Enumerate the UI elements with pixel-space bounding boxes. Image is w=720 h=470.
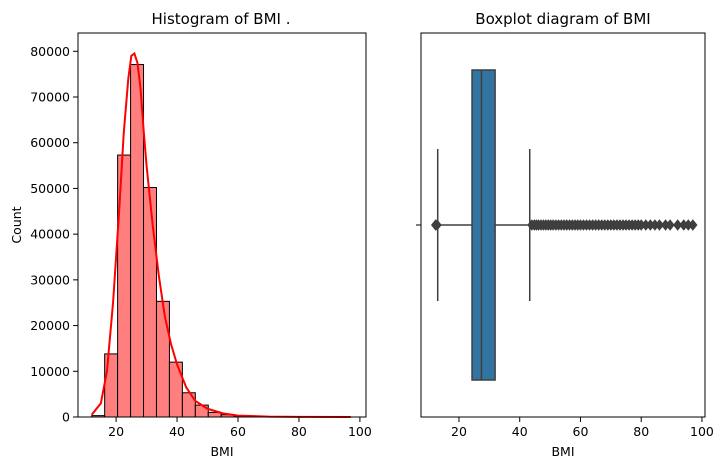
histogram-y-tick-label: 40000 bbox=[30, 227, 70, 242]
histogram-y-tick-label: 30000 bbox=[30, 272, 70, 287]
histogram-x-tick-label: 100 bbox=[348, 424, 372, 439]
kde-curve bbox=[90, 51, 351, 418]
histogram-x-tick-label: 80 bbox=[291, 424, 307, 439]
histogram-bar bbox=[130, 64, 145, 418]
boxplot-fliers bbox=[430, 219, 698, 231]
histogram-y-ticks: 0 10000 20000 30000 40000 50000 60000 70000 8000… bbox=[30, 44, 78, 425]
histogram-x-tick-label: 20 bbox=[108, 424, 124, 439]
boxplot-body bbox=[436, 69, 531, 381]
histogram-title: Histogram of BMI . bbox=[152, 10, 291, 28]
histogram-y-tick-label: 50000 bbox=[30, 181, 70, 196]
histogram-y-tick-label: 80000 bbox=[30, 44, 70, 59]
histogram-x-label: BMI bbox=[210, 444, 233, 459]
histogram-bar bbox=[143, 187, 157, 418]
histogram-y-tick-label: 70000 bbox=[30, 90, 70, 105]
boxplot-x-tick-label: 80 bbox=[633, 424, 649, 439]
histogram-x-tick-label: 60 bbox=[230, 424, 246, 439]
histogram-bar bbox=[104, 353, 119, 418]
histogram-y-tick-label: 20000 bbox=[30, 318, 70, 333]
histogram-y-tick-label: 10000 bbox=[30, 364, 70, 379]
histogram-bar bbox=[155, 300, 170, 418]
histogram-panel: Histogram of BMI . 20 40 60 80 100 0 10000 200… bbox=[9, 10, 372, 459]
boxplot-flier bbox=[688, 219, 698, 231]
boxplot-title: Boxplot diagram of BMI bbox=[475, 10, 650, 28]
boxplot-x-tick-label: 100 bbox=[690, 424, 714, 439]
boxplot-x-tick-label: 40 bbox=[512, 424, 528, 439]
histogram-x-tick-label: 40 bbox=[169, 424, 185, 439]
boxplot-x-ticks: 20 40 60 80 100 bbox=[451, 417, 714, 439]
boxplot-x-label: BMI bbox=[551, 444, 574, 459]
histogram-x-ticks: 20 40 60 80 100 bbox=[108, 417, 372, 439]
histogram-bars bbox=[91, 64, 352, 418]
histogram-y-label: Count bbox=[9, 206, 24, 243]
boxplot-x-tick-label: 20 bbox=[451, 424, 467, 439]
boxplot-box bbox=[471, 69, 496, 381]
histogram-y-tick-label: 0 bbox=[62, 410, 70, 425]
boxplot-x-tick-label: 60 bbox=[573, 424, 589, 439]
histogram-plot-frame bbox=[77, 32, 367, 418]
histogram-y-tick-label: 60000 bbox=[30, 135, 70, 150]
boxplot-panel: Boxplot diagram of BMI 20 40 60 80 100 BMI bbox=[416, 10, 714, 459]
